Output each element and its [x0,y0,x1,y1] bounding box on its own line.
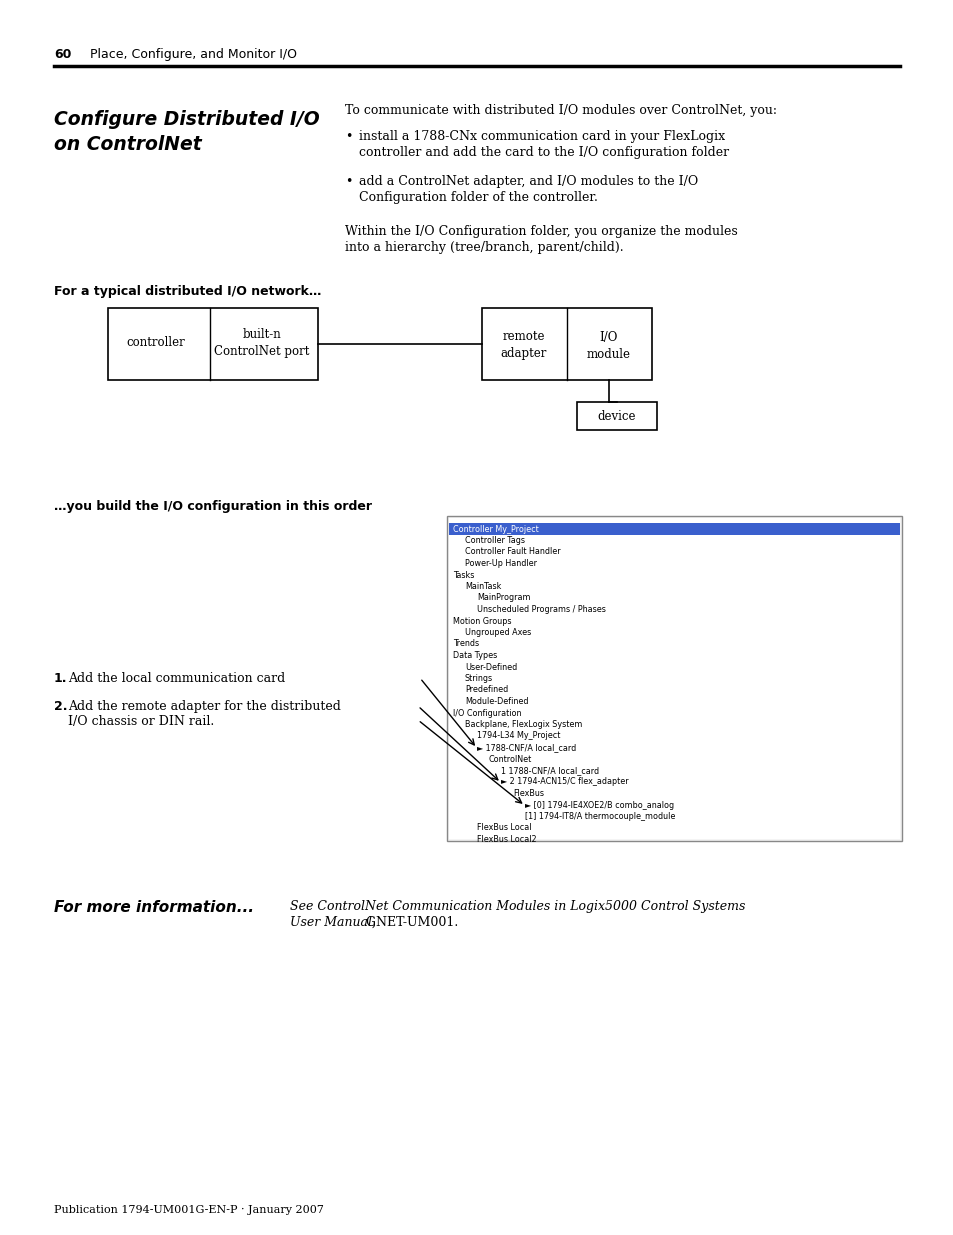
Text: Module-Defined: Module-Defined [464,697,528,706]
Text: 1.: 1. [54,672,68,685]
Text: Add the local communication card: Add the local communication card [68,672,285,685]
Text: I/O Configuration: I/O Configuration [453,709,521,718]
Text: Controller Fault Handler: Controller Fault Handler [464,547,560,557]
Text: …you build the I/O configuration in this order: …you build the I/O configuration in this… [54,500,372,513]
Text: Backplane, FlexLogix System: Backplane, FlexLogix System [464,720,581,729]
Text: I/O: I/O [599,331,618,343]
Text: See ControlNet Communication Modules in Logix5000 Control Systems: See ControlNet Communication Modules in … [290,900,744,913]
Text: Trends: Trends [453,640,478,648]
Text: install a 1788-CNx communication card in your FlexLogix: install a 1788-CNx communication card in… [358,130,724,143]
Text: Data Types: Data Types [453,651,497,659]
Text: built-n: built-n [242,327,281,341]
Text: controller and add the card to the I/O configuration folder: controller and add the card to the I/O c… [358,146,728,159]
Bar [449,522,899,535]
Text: ► 2 1794-ACN15/C flex_adapter: ► 2 1794-ACN15/C flex_adapter [500,778,628,787]
Text: Strings: Strings [464,674,493,683]
Text: 2.: 2. [54,700,68,713]
Text: I/O chassis or DIN rail.: I/O chassis or DIN rail. [68,715,214,727]
Bar [577,403,657,430]
Text: Place, Configure, and Monitor I/O: Place, Configure, and Monitor I/O [90,48,296,61]
Text: Power-Up Handler: Power-Up Handler [464,559,537,568]
Text: on ControlNet: on ControlNet [54,135,201,154]
Text: For a typical distributed I/O network…: For a typical distributed I/O network… [54,285,321,298]
Text: into a hierarchy (tree/branch, parent/child).: into a hierarchy (tree/branch, parent/ch… [345,241,623,254]
Text: ControlNet: ControlNet [489,755,532,763]
Text: Motion Groups: Motion Groups [453,616,511,625]
Text: ► [0] 1794-IE4XOE2/B combo_analog: ► [0] 1794-IE4XOE2/B combo_analog [524,800,674,809]
Text: Controller My_Project: Controller My_Project [453,525,538,534]
Text: Publication 1794-UM001G-EN-P · January 2007: Publication 1794-UM001G-EN-P · January 2… [54,1205,323,1215]
Text: 60: 60 [54,48,71,61]
Bar [447,516,901,841]
Bar [108,308,317,380]
Text: Controller Tags: Controller Tags [464,536,524,545]
Text: 1 1788-CNF/A local_card: 1 1788-CNF/A local_card [500,766,598,776]
Text: Configure Distributed I/O: Configure Distributed I/O [54,110,319,128]
Text: Within the I/O Configuration folder, you organize the modules: Within the I/O Configuration folder, you… [345,225,737,238]
Text: FlexBus Local: FlexBus Local [476,824,531,832]
Text: Predefined: Predefined [464,685,508,694]
Text: Unscheduled Programs / Phases: Unscheduled Programs / Phases [476,605,605,614]
Text: •: • [345,130,352,143]
Text: Ungrouped Axes: Ungrouped Axes [464,629,531,637]
Text: adapter: adapter [500,347,547,361]
Text: •: • [345,175,352,188]
Text: User-Defined: User-Defined [464,662,517,672]
Text: [1] 1794-IT8/A thermocouple_module: [1] 1794-IT8/A thermocouple_module [524,811,675,821]
Text: For more information...: For more information... [54,900,253,915]
Text: add a ControlNet adapter, and I/O modules to the I/O: add a ControlNet adapter, and I/O module… [358,175,698,188]
Text: Configuration folder of the controller.: Configuration folder of the controller. [358,191,598,204]
Text: FlexBus: FlexBus [513,789,543,798]
Text: device: device [598,410,636,422]
Text: Tasks: Tasks [453,571,474,579]
Text: GNET-UM001.: GNET-UM001. [361,916,457,929]
Text: To communicate with distributed I/O modules over ControlNet, you:: To communicate with distributed I/O modu… [345,104,776,117]
Text: User Manual,: User Manual, [290,916,375,929]
Bar [449,517,899,839]
Text: remote: remote [502,331,545,343]
Text: module: module [586,347,630,361]
Text: Add the remote adapter for the distributed: Add the remote adapter for the distribut… [68,700,340,713]
Text: controller: controller [127,336,185,348]
Text: MainTask: MainTask [464,582,501,592]
Text: 1794-L34 My_Project: 1794-L34 My_Project [476,731,559,741]
Text: ControlNet port: ControlNet port [214,346,310,358]
Text: FlexBus Local2: FlexBus Local2 [476,835,536,844]
Bar [481,308,651,380]
Text: ► 1788-CNF/A local_card: ► 1788-CNF/A local_card [476,743,576,752]
Text: MainProgram: MainProgram [476,594,530,603]
